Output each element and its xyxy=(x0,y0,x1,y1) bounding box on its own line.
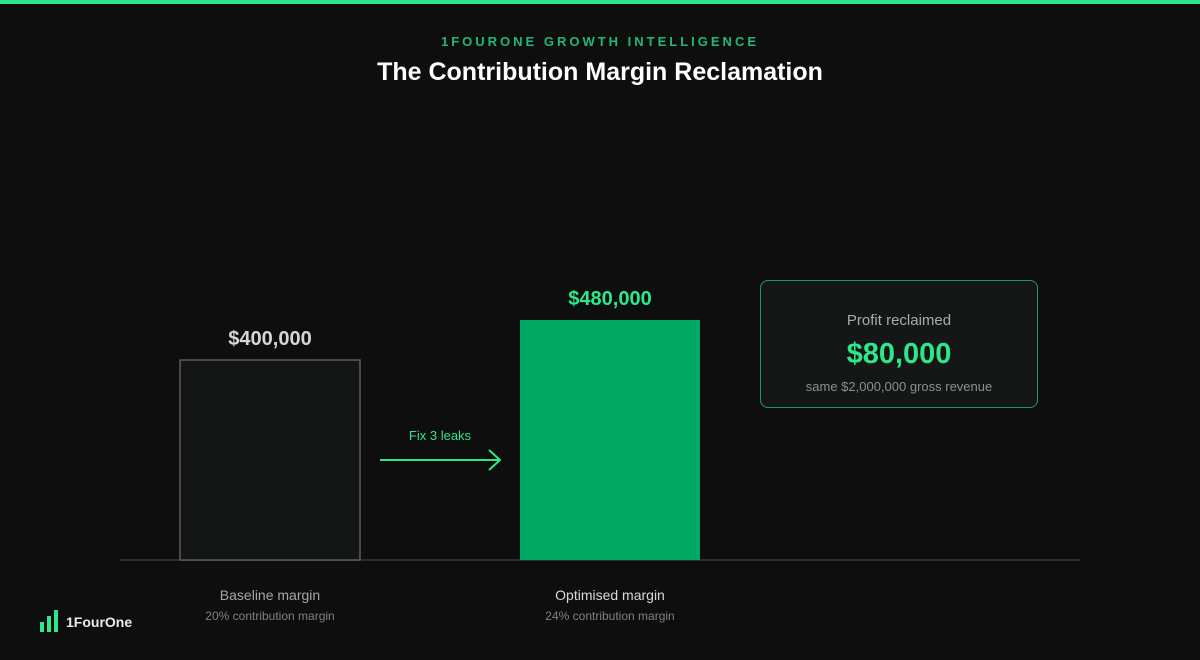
profit-reclaimed-callout: Profit reclaimed $80,000 same $2,000,000… xyxy=(760,280,1038,408)
value-label-baseline: $400,000 xyxy=(228,328,311,350)
arrow-right-icon xyxy=(380,449,502,471)
brand-logo: 1FourOne xyxy=(40,610,132,632)
brand-name: 1FourOne xyxy=(66,614,133,630)
bar-baseline-margin xyxy=(179,359,361,561)
top-accent-bar xyxy=(0,0,1200,4)
callout-note: same $2,000,000 gross revenue xyxy=(805,379,993,394)
callout-value: $80,000 xyxy=(846,338,952,370)
page-title: The Contribution Margin Reclamation xyxy=(377,58,823,86)
bar-chart-logo-icon xyxy=(40,610,58,632)
eyebrow-label: 1FOURONE GROWTH INTELLIGENCE xyxy=(441,34,759,49)
value-label-optimised: $480,000 xyxy=(568,288,651,310)
bar-optimised-margin xyxy=(520,320,700,560)
annotation-label: Fix 3 leaks xyxy=(409,428,472,443)
category-label-optimised: Optimised margin xyxy=(555,587,665,603)
sublabel-optimised: 24% contribution margin xyxy=(545,609,674,623)
callout-label: Profit reclaimed xyxy=(846,312,952,329)
category-label-baseline: Baseline margin xyxy=(220,587,320,603)
sublabel-baseline: 20% contribution margin xyxy=(205,609,334,623)
